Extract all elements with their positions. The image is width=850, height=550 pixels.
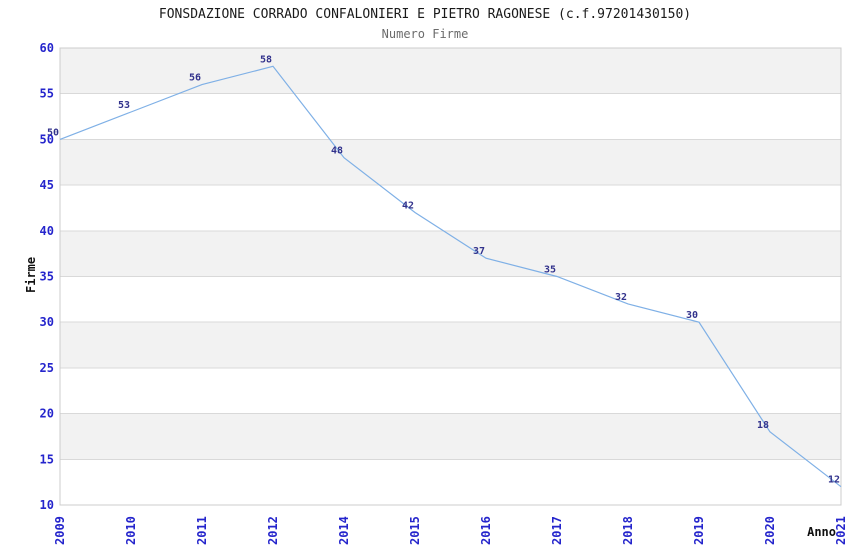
data-point-label: 30 [686,310,698,321]
y-tick-label: 20 [40,407,54,421]
y-axis-tick-labels: 10 15 20 25 30 35 40 45 50 55 60 [40,41,54,512]
data-point-label: 42 [402,201,414,212]
data-point-labels: 50 53 56 58 48 42 37 35 32 30 18 12 [47,54,840,485]
data-point-label: 53 [118,100,130,111]
data-point-label: 35 [544,265,556,276]
x-tick-label: 2018 [621,516,635,545]
y-tick-label: 15 [40,452,54,466]
plot-band [60,322,841,368]
x-tick-label: 2020 [763,516,777,545]
x-tick-label: 2010 [124,516,138,545]
plot-band [60,230,841,277]
data-point-label: 37 [473,246,485,257]
x-tick-label: 2016 [479,516,493,545]
y-axis-title: Firme [24,257,38,293]
y-tick-label: 40 [40,224,54,238]
data-series-line [59,65,842,488]
x-tick-label: 2014 [337,516,351,545]
y-tick-label: 10 [40,498,54,512]
chart-title: FONSDAZIONE CORRADO CONFALONIERI E PIETR… [158,7,692,22]
x-tick-label: 2011 [195,516,209,545]
x-tick-label: 2009 [53,516,67,545]
data-point-label: 12 [828,475,840,486]
x-tick-label: 2015 [408,516,422,545]
y-tick-label: 55 [40,87,54,101]
y-tick-label: 60 [40,41,54,55]
x-tick-label: 2019 [692,516,706,545]
plot-band [60,413,841,460]
x-tick-label: 2017 [550,516,564,545]
plot-band [60,459,841,505]
data-point-label: 56 [189,73,201,84]
y-tick-label: 45 [40,178,54,192]
data-point-label: 48 [331,146,343,157]
x-tick-label: 2021 [834,516,848,545]
x-axis-tick-labels: 2009 2010 2011 2012 2014 2015 2016 2017 2018 2019… [53,516,848,545]
plot-band [60,48,841,94]
plot-band [60,185,841,231]
data-point-label: 58 [260,54,272,65]
x-axis-title: Anno [807,525,836,539]
chart-subtitle: Numero Firme [381,27,469,41]
series-polyline [59,65,842,488]
plot-bands [60,48,841,505]
y-tick-label: 50 [40,132,54,146]
data-point-label: 50 [47,127,59,138]
plot-border [59,47,842,506]
y-tick-label: 35 [40,270,54,284]
plot-band [60,367,841,414]
data-point-label: 18 [757,420,769,431]
y-tick-label: 25 [40,361,54,375]
plot-band [60,276,841,323]
plot-band [60,93,841,140]
x-tick-label: 2012 [266,516,280,545]
plot-band [60,139,841,186]
data-point-label: 32 [615,292,627,303]
y-tick-label: 30 [40,315,54,329]
